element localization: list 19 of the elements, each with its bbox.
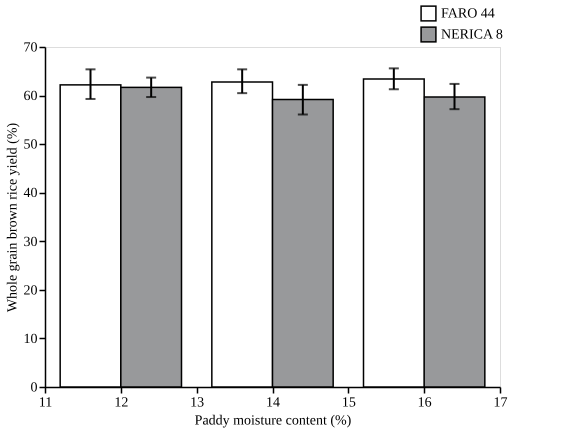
- legend-label: FARO 44: [441, 6, 495, 22]
- x-tick-label: 16: [418, 396, 432, 410]
- x-tick-label: 14: [266, 396, 280, 410]
- x-tick-label: 12: [114, 396, 128, 410]
- x-axis-title: Paddy moisture content (%): [194, 414, 352, 428]
- y-tick-label: 70: [24, 40, 38, 56]
- y-tick-label: 20: [24, 283, 38, 298]
- x-tick-label: 13: [190, 396, 204, 410]
- y-tick-label: 0: [30, 380, 38, 396]
- y-axis-title: Whole grain brown rice yield (%): [6, 122, 20, 312]
- y-tick-label: 50: [24, 138, 38, 153]
- y-tick-label: 30: [24, 234, 38, 250]
- x-tick-label: 15: [342, 396, 356, 410]
- y-tick-label: 10: [24, 332, 38, 347]
- x-tick-label: 11: [38, 396, 52, 410]
- y-tick-label: 60: [24, 89, 38, 104]
- y-tick-label: 40: [24, 186, 38, 202]
- x-tick-label: 17: [494, 396, 508, 410]
- legend-label: NERICA 8: [441, 28, 503, 42]
